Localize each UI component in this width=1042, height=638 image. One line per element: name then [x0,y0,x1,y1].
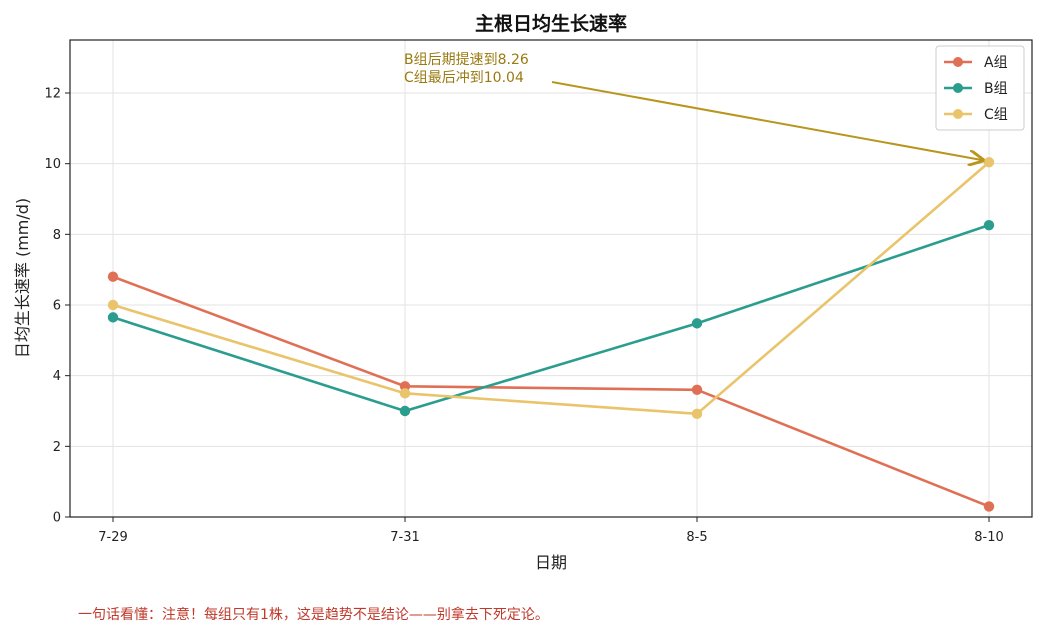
data-point [399,388,411,399]
x-axis-label: 日期 [535,553,567,572]
series-line [111,223,991,413]
y-tick-label: 2 [53,440,61,455]
y-axis-label: 日均生长速率 (mm/d) [13,198,32,358]
legend-marker [953,109,963,119]
legend: A组 B组 C组 [935,45,1025,131]
data-point [107,312,119,323]
data-point [399,405,411,417]
footnote: 一句话看懂：注意！每组只有1株，这是趋势不是结论——别拿去下死定论。 [78,607,549,623]
line-chart: 0 2 4 6 8 10 12 7-29 7-31 8-5 8-10 B组后期提速到8.26 C组最… [13,12,1033,572]
plot-area [69,39,1033,518]
legend-item: C组 [944,107,1008,123]
data-point [691,318,703,329]
annotation-text: B组后期提速到8.26 [404,52,529,68]
annotation-arrow [551,81,983,160]
legend-label: B组 [984,81,1008,97]
legend-marker [953,57,963,67]
legend-label: A组 [984,55,1008,71]
legend-item: B组 [944,81,1008,97]
legend-label: C组 [984,107,1008,123]
x-tick-label: 8-5 [686,530,707,545]
data-point [983,219,995,231]
data-point [691,384,703,395]
data-point [983,157,995,168]
chart-title: 主根日均生长速率 [475,12,627,35]
series-2 [107,219,995,417]
grid-lines [70,40,1032,518]
y-tick-label: 6 [53,299,61,314]
annotation: B组后期提速到8.26 C组最后冲到10.04 [404,52,983,160]
data-point [107,271,119,282]
series-line [111,160,991,416]
data-point [107,299,119,311]
x-axis-ticks: 7-29 7-31 8-5 8-10 [98,517,1004,545]
series-1 [107,271,995,512]
legend-item: A组 [944,55,1008,71]
y-tick-label: 10 [44,157,61,172]
series-layer [107,157,995,512]
y-tick-label: 8 [53,228,61,243]
data-point [691,408,703,420]
y-axis-ticks: 0 2 4 6 8 10 12 [44,87,70,526]
x-tick-label: 7-31 [390,530,420,545]
x-tick-label: 8-10 [974,530,1004,545]
legend-marker [953,83,963,93]
y-tick-label: 12 [44,87,61,102]
series-line [111,275,991,508]
x-tick-label: 7-29 [98,530,128,545]
data-point [983,501,995,512]
series-3 [107,157,995,420]
y-tick-label: 4 [53,369,61,384]
y-tick-label: 0 [53,511,61,526]
annotation-text: C组最后冲到10.04 [404,70,524,86]
